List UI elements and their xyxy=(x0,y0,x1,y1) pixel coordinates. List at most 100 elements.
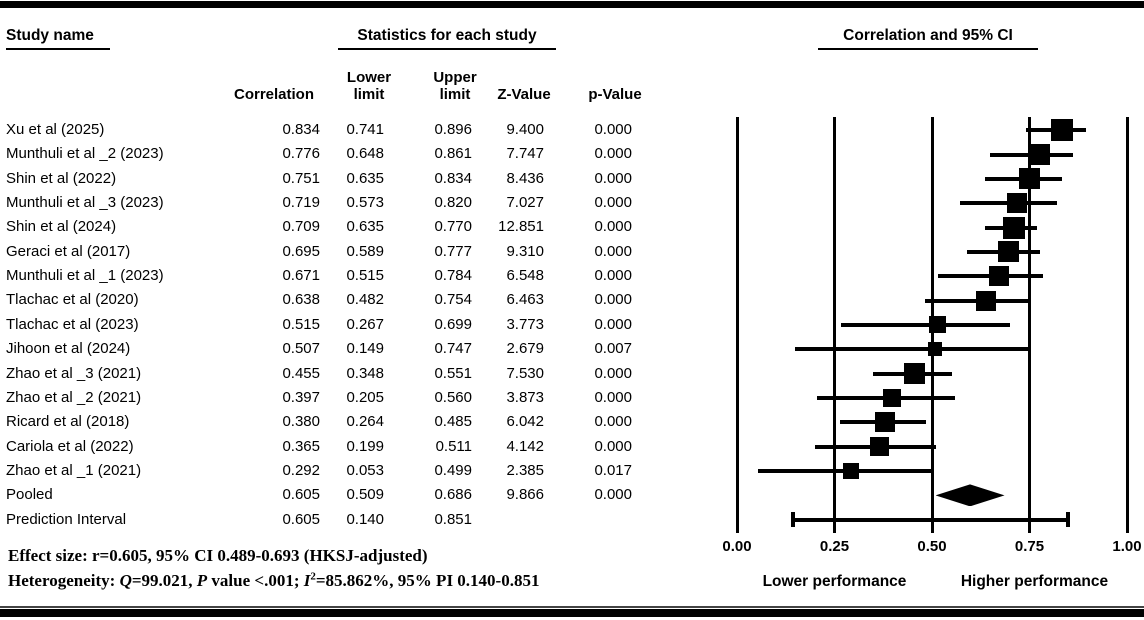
cell-z: 7.747 xyxy=(506,145,544,163)
footer-text-segment: Heterogeneity: xyxy=(8,571,120,590)
footer-text-segment: Q xyxy=(119,571,132,590)
table-row: Tlachac et al (2020) 0.638 0.482 0.754 6.463… xyxy=(0,288,700,312)
x-gridline xyxy=(1028,117,1031,533)
footer-text-segment: 2 xyxy=(310,570,316,583)
x-gridline xyxy=(1125,117,1129,533)
cell-lower: 0.515 xyxy=(346,267,384,285)
footer-heterogeneity: Heterogeneity: Q=99.021, P value <.001; … xyxy=(8,571,539,591)
cell-p: 0.000 xyxy=(594,218,632,236)
cell-name: Munthuli et al _1 (2023) xyxy=(6,267,164,285)
cell-z: 7.027 xyxy=(506,194,544,212)
cell-name: Munthuli et al _2 (2023) xyxy=(6,145,164,163)
cell-z: 2.385 xyxy=(506,461,544,479)
cell-p: 0.000 xyxy=(594,364,632,382)
cell-lower: 0.264 xyxy=(346,413,384,431)
cell-upper: 0.551 xyxy=(434,364,472,382)
cell-p: 0.000 xyxy=(594,388,632,406)
effect-size-square xyxy=(842,463,859,480)
cell-correlation: 0.638 xyxy=(282,291,320,309)
cell-correlation: 0.709 xyxy=(282,218,320,236)
table-row: Xu et al (2025) 0.834 0.741 0.896 9.400 0.000 xyxy=(0,118,700,142)
effect-size-square xyxy=(869,437,889,457)
cell-correlation: 0.455 xyxy=(282,364,320,382)
cell-name: Tlachac et al (2020) xyxy=(6,291,139,309)
effect-size-square xyxy=(1002,216,1025,239)
cell-lower: 0.509 xyxy=(346,486,384,504)
cell-upper: 0.754 xyxy=(434,291,472,309)
table-row: Zhao et al _1 (2021) 0.292 0.053 0.499 2.385… xyxy=(0,459,700,483)
cell-correlation: 0.397 xyxy=(282,388,320,406)
cell-upper: 0.485 xyxy=(434,413,472,431)
cell-upper: 0.686 xyxy=(434,486,472,504)
column-group-title-study-name: Study name xyxy=(6,27,110,50)
cell-name: Zhao et al _1 (2021) xyxy=(6,461,142,479)
effect-size-square xyxy=(988,266,1009,287)
footer-effect-size: Effect size: r=0.605, 95% CI 0.489-0.693… xyxy=(8,546,428,566)
cell-p: 0.000 xyxy=(594,413,632,431)
cell-lower: 0.053 xyxy=(346,461,384,479)
table-row: Munthuli et al _2 (2023) 0.776 0.648 0.861 7… xyxy=(0,142,700,166)
table-row: Prediction Interval 0.605 0.140 0.851 xyxy=(0,508,700,532)
cell-upper: 0.777 xyxy=(434,242,472,260)
cell-z: 7.530 xyxy=(506,364,544,382)
cell-correlation: 0.695 xyxy=(282,242,320,260)
table-row: Tlachac et al (2023) 0.515 0.267 0.699 3.773… xyxy=(0,313,700,337)
effect-size-square xyxy=(929,316,947,334)
effect-size-square xyxy=(1019,168,1041,190)
table-row: Geraci et al (2017) 0.695 0.589 0.777 9.310 0… xyxy=(0,240,700,264)
prediction-interval-cap-left xyxy=(790,512,795,528)
cell-upper: 0.834 xyxy=(434,169,472,187)
cell-z xyxy=(488,508,544,532)
cell-name: Cariola et al (2022) xyxy=(6,437,134,455)
table-row: Zhao et al _3 (2021) 0.455 0.348 0.551 7.530… xyxy=(0,362,700,386)
effect-size-square xyxy=(997,241,1019,263)
cell-lower: 0.348 xyxy=(346,364,384,382)
cell-name: Jihoon et al (2024) xyxy=(6,340,131,358)
cell-z: 9.310 xyxy=(506,242,544,260)
table-row: Shin et al (2024) 0.709 0.635 0.770 12.851 0.… xyxy=(0,215,700,239)
cell-lower: 0.648 xyxy=(346,145,384,163)
prediction-interval-cap-right xyxy=(1065,512,1070,528)
cell-z: 9.866 xyxy=(506,486,544,504)
cell-z: 6.548 xyxy=(506,267,544,285)
table-row: Jihoon et al (2024) 0.507 0.149 0.747 2.679 0… xyxy=(0,337,700,361)
cell-z: 3.773 xyxy=(506,315,544,333)
cell-correlation: 0.507 xyxy=(282,340,320,358)
cell-z: 6.463 xyxy=(506,291,544,309)
cell-name: Zhao et al _2 (2021) xyxy=(6,388,142,406)
footer-text-segment: =99.021, xyxy=(131,571,197,590)
cell-lower: 0.635 xyxy=(346,218,384,236)
cell-correlation: 0.605 xyxy=(282,486,320,504)
prediction-interval-line xyxy=(791,517,1069,522)
cell-p: 0.000 xyxy=(594,486,632,504)
table-row: Munthuli et al _1 (2023) 0.671 0.515 0.784 6… xyxy=(0,264,700,288)
cell-lower: 0.573 xyxy=(346,194,384,212)
effect-size-square xyxy=(1029,144,1051,166)
x-tick-label: 0.75 xyxy=(1014,538,1045,555)
cell-lower: 0.140 xyxy=(346,510,384,528)
cell-lower: 0.205 xyxy=(346,388,384,406)
cell-upper: 0.770 xyxy=(434,218,472,236)
x-tick-label: 0.00 xyxy=(722,538,752,555)
effect-size-square xyxy=(903,363,925,385)
cell-name: Munthuli et al _3 (2023) xyxy=(6,194,164,212)
cell-correlation: 0.292 xyxy=(282,461,320,479)
effect-size-square xyxy=(1051,119,1074,142)
table-row: Zhao et al _2 (2021) 0.397 0.205 0.560 3.873… xyxy=(0,386,700,410)
cell-z: 6.042 xyxy=(506,413,544,431)
column-group-title-statistics: Statistics for each study xyxy=(338,27,556,50)
column-header-upper-limit: Upper limit xyxy=(433,69,477,103)
x-gridline xyxy=(833,117,836,533)
cell-correlation: 0.719 xyxy=(282,194,320,212)
x-caption-higher-performance: Higher performance xyxy=(960,573,1109,590)
cell-correlation: 0.605 xyxy=(282,510,320,528)
cell-name: Pooled xyxy=(6,486,53,504)
cell-lower: 0.149 xyxy=(346,340,384,358)
table-row: Munthuli et al _3 (2023) 0.719 0.573 0.820 7… xyxy=(0,191,700,215)
cell-correlation: 0.751 xyxy=(282,169,320,187)
cell-p: 0.000 xyxy=(594,315,632,333)
footer-text-segment: value <.001; xyxy=(207,571,304,590)
cell-upper: 0.699 xyxy=(434,315,472,333)
cell-z: 9.400 xyxy=(506,121,544,138)
cell-correlation: 0.380 xyxy=(282,413,320,431)
